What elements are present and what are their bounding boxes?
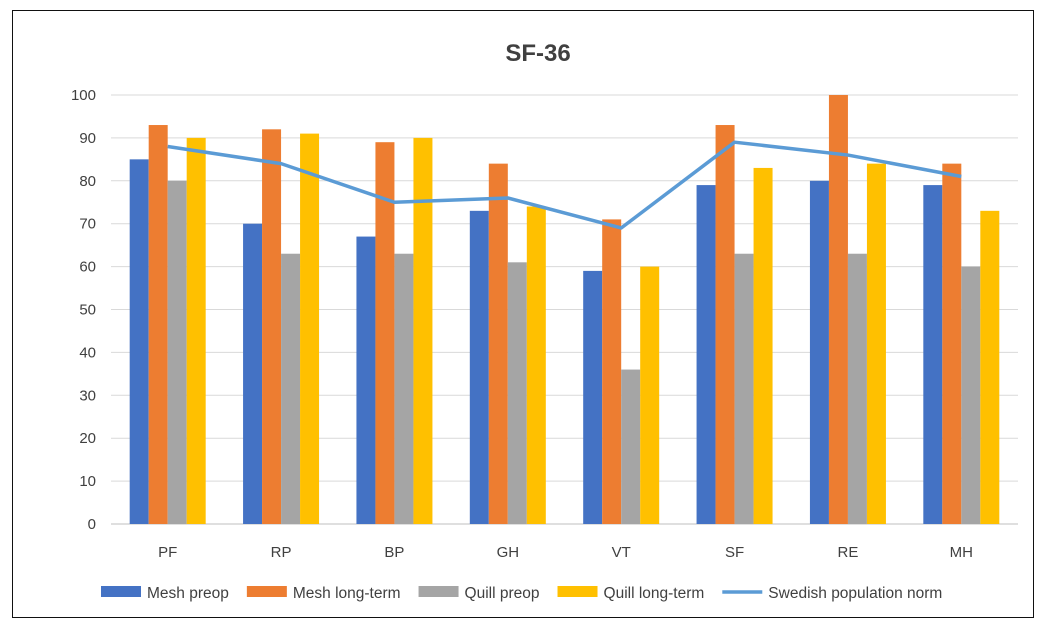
y-tick-label: 30: [79, 387, 96, 404]
y-tick-label: 100: [71, 87, 96, 104]
bar-quill-long-term: [413, 137, 433, 524]
bar-quill-preop: [394, 253, 414, 525]
bar-mesh-long-term: [148, 125, 168, 524]
bar-mesh-preop: [809, 180, 829, 525]
bar-quill-long-term: [980, 210, 1000, 524]
bar-quill-preop: [621, 369, 641, 524]
y-axis: 0 10 20 30 40 50 60 70 80 90 100: [71, 87, 96, 533]
bar-quill-preop: [281, 253, 301, 525]
chart-title: SF-36: [505, 40, 570, 67]
bar-mesh-preop: [243, 223, 263, 524]
chart-frame: SF-36 0 10 20 30 40 50 60 70 80 90 100 PF RP BP GH VT S…: [12, 10, 1034, 618]
bars: [129, 95, 1000, 525]
bar-quill-long-term: [866, 163, 886, 524]
bar-mesh-preop: [469, 210, 489, 524]
bar-mesh-preop: [583, 270, 603, 524]
bar-quill-long-term: [640, 266, 660, 524]
y-tick-label: 0: [88, 516, 96, 533]
bar-quill-long-term: [300, 133, 320, 525]
bar-mesh-long-term: [602, 219, 622, 524]
bar-mesh-long-term: [715, 125, 735, 524]
bar-quill-preop: [961, 266, 981, 524]
legend-swatch: [101, 586, 141, 597]
bar-quill-preop: [167, 180, 187, 525]
y-tick-label: 70: [79, 216, 96, 233]
legend-swatch: [557, 586, 598, 597]
legend-swatch: [418, 586, 459, 597]
x-axis: PF RP BP GH VT SF RE MH: [158, 544, 973, 561]
x-tick-label: PF: [158, 544, 177, 561]
bar-quill-long-term: [186, 137, 206, 524]
line-swedish-population-norm: [167, 140, 962, 230]
bar-mesh-preop: [356, 236, 376, 524]
sf36-chart: SF-36 0 10 20 30 40 50 60 70 80 90 100 PF RP BP GH VT S…: [71, 40, 1018, 602]
norm-line: [167, 140, 962, 230]
y-tick-label: 60: [79, 259, 96, 276]
x-tick-label: RP: [271, 544, 292, 561]
x-tick-label: VT: [612, 544, 631, 561]
bar-quill-preop: [507, 262, 527, 524]
legend-label: Mesh preop: [147, 585, 229, 602]
bar-mesh-long-term: [488, 163, 508, 524]
bar-mesh-preop: [923, 185, 943, 524]
bar-mesh-long-term: [375, 142, 395, 524]
legend-label: Swedish population norm: [768, 585, 942, 602]
x-tick-label: RE: [838, 544, 859, 561]
y-tick-label: 40: [79, 344, 96, 361]
x-tick-label: SF: [725, 544, 744, 561]
x-tick-label: GH: [497, 544, 520, 561]
bar-mesh-long-term: [262, 129, 282, 524]
bar-quill-preop: [734, 253, 754, 525]
bar-mesh-long-term: [828, 95, 848, 524]
x-tick-label: BP: [384, 544, 404, 561]
legend: Mesh preop Mesh long-term Quill preop Quill…: [101, 585, 942, 602]
bar-mesh-preop: [696, 185, 716, 524]
legend-label: Quill long-term: [604, 585, 705, 602]
legend-swatch: [246, 586, 287, 597]
bar-quill-long-term: [753, 167, 773, 524]
y-tick-label: 10: [79, 473, 96, 490]
bar-mesh-long-term: [942, 163, 962, 524]
bar-mesh-preop: [129, 159, 149, 524]
y-tick-label: 90: [79, 130, 96, 147]
y-tick-label: 80: [79, 173, 96, 190]
bar-quill-preop: [847, 253, 867, 525]
bar-quill-long-term: [526, 206, 546, 525]
x-tick-label: MH: [950, 544, 973, 561]
legend-label: Mesh long-term: [293, 585, 401, 602]
y-tick-label: 50: [79, 302, 96, 319]
y-tick-label: 20: [79, 430, 96, 447]
legend-label: Quill preop: [465, 585, 540, 602]
